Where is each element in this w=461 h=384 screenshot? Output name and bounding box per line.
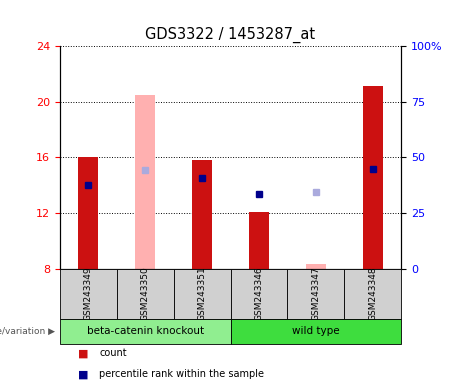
Text: GSM243350: GSM243350 [141, 266, 150, 321]
Text: percentile rank within the sample: percentile rank within the sample [99, 369, 264, 379]
Bar [287, 269, 344, 319]
Bar [363, 86, 383, 269]
Bar [135, 95, 155, 269]
Title: GDS3322 / 1453287_at: GDS3322 / 1453287_at [145, 27, 316, 43]
Text: GSM243347: GSM243347 [311, 266, 320, 321]
Bar [344, 269, 401, 319]
Text: ■: ■ [78, 348, 89, 358]
Text: genotype/variation ▶: genotype/variation ▶ [0, 327, 55, 336]
Text: GSM243346: GSM243346 [254, 266, 263, 321]
Text: ■: ■ [78, 369, 89, 379]
Text: GSM243349: GSM243349 [84, 266, 93, 321]
Text: count: count [99, 348, 127, 358]
Bar [78, 157, 98, 269]
Text: GSM243351: GSM243351 [198, 266, 207, 321]
Bar [249, 212, 269, 269]
Bar [174, 269, 230, 319]
Text: beta-catenin knockout: beta-catenin knockout [87, 326, 204, 336]
Bar [60, 269, 117, 319]
Text: GSM243348: GSM243348 [368, 266, 377, 321]
Bar [230, 269, 287, 319]
Bar [230, 319, 401, 344]
Bar [306, 263, 326, 269]
Text: wild type: wild type [292, 326, 340, 336]
Bar [192, 159, 212, 269]
Bar [60, 319, 230, 344]
Bar [117, 269, 174, 319]
